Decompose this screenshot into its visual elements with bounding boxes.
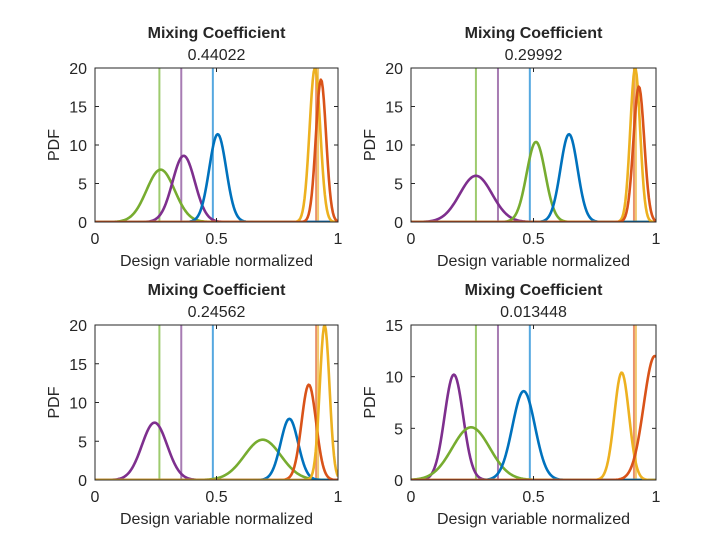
x-axis-label: Design variable normalized bbox=[437, 253, 630, 270]
plot-area bbox=[95, 325, 338, 480]
y-tick-label: 10 bbox=[385, 370, 403, 387]
y-axis-label: PDF bbox=[362, 386, 379, 418]
pdf-curve-orange bbox=[95, 78, 338, 222]
y-axis-label: PDF bbox=[46, 386, 63, 418]
pdf-curve-green bbox=[411, 425, 656, 480]
axes-box bbox=[94, 67, 339, 223]
pdf-curve-purple bbox=[411, 373, 656, 480]
mixing-coefficient-value: 0.29992 bbox=[505, 47, 563, 64]
y-tick-label: 15 bbox=[69, 100, 87, 117]
chart-title: Mixing Coefficient bbox=[148, 282, 286, 299]
pdf-curve-green bbox=[411, 140, 656, 222]
y-tick-label: 0 bbox=[394, 473, 403, 490]
y-tick-label: 0 bbox=[394, 215, 403, 232]
pdf-curve-orange bbox=[411, 85, 656, 222]
x-tick-label: 1 bbox=[652, 489, 661, 506]
y-axis-label: PDF bbox=[46, 129, 63, 161]
y-tick-label: 5 bbox=[394, 421, 403, 438]
chart-title: Mixing Coefficient bbox=[148, 25, 286, 42]
y-tick-label: 5 bbox=[394, 177, 403, 194]
y-tick-label: 10 bbox=[385, 138, 403, 155]
y-tick-label: 5 bbox=[78, 434, 87, 451]
mixing-coefficient-value: 0.44022 bbox=[188, 47, 246, 64]
y-tick-label: 20 bbox=[69, 61, 87, 78]
plot-area bbox=[411, 325, 656, 480]
mixing-coefficient-value: 0.24562 bbox=[188, 304, 246, 321]
y-tick-label: 20 bbox=[69, 318, 87, 335]
y-tick-label: 15 bbox=[69, 357, 87, 374]
pdf-curve-purple bbox=[411, 174, 656, 222]
y-axis-label: PDF bbox=[362, 129, 379, 161]
y-tick-label: 10 bbox=[69, 396, 87, 413]
mixing-coefficient-value: 0.013448 bbox=[500, 304, 567, 321]
y-tick-label: 10 bbox=[69, 138, 87, 155]
x-tick-label: 1 bbox=[334, 489, 343, 506]
x-tick-label: 0.5 bbox=[522, 231, 544, 248]
y-tick-label: 0 bbox=[78, 473, 87, 490]
x-tick-label: 0 bbox=[407, 231, 416, 248]
x-axis-label: Design variable normalized bbox=[120, 511, 313, 528]
pdf-curve-yellow bbox=[95, 68, 338, 222]
x-axis-label: Design variable normalized bbox=[437, 511, 630, 528]
y-tick-label: 5 bbox=[78, 177, 87, 194]
plot-area bbox=[411, 68, 656, 222]
pdf-curve-orange bbox=[95, 383, 338, 480]
pdf-curve-purple bbox=[95, 421, 338, 480]
plot-area bbox=[95, 68, 338, 222]
pdf-curve-blue bbox=[411, 389, 656, 480]
x-tick-label: 0 bbox=[91, 231, 100, 248]
x-tick-label: 0.5 bbox=[522, 489, 544, 506]
x-tick-label: 0 bbox=[407, 489, 416, 506]
y-tick-label: 0 bbox=[78, 215, 87, 232]
x-tick-label: 0.5 bbox=[205, 489, 227, 506]
chart-title: Mixing Coefficient bbox=[465, 282, 603, 299]
x-tick-label: 0 bbox=[91, 489, 100, 506]
y-tick-label: 20 bbox=[385, 61, 403, 78]
x-tick-label: 1 bbox=[652, 231, 661, 248]
x-tick-label: 0.5 bbox=[205, 231, 227, 248]
pdf-curve-blue bbox=[95, 417, 338, 480]
chart-title: Mixing Coefficient bbox=[465, 25, 603, 42]
y-tick-label: 15 bbox=[385, 100, 403, 117]
pdf-curve-yellow bbox=[411, 371, 656, 480]
x-tick-label: 1 bbox=[334, 231, 343, 248]
x-axis-label: Design variable normalized bbox=[120, 253, 313, 270]
y-tick-label: 15 bbox=[385, 318, 403, 335]
pdf-curve-blue bbox=[95, 132, 338, 222]
